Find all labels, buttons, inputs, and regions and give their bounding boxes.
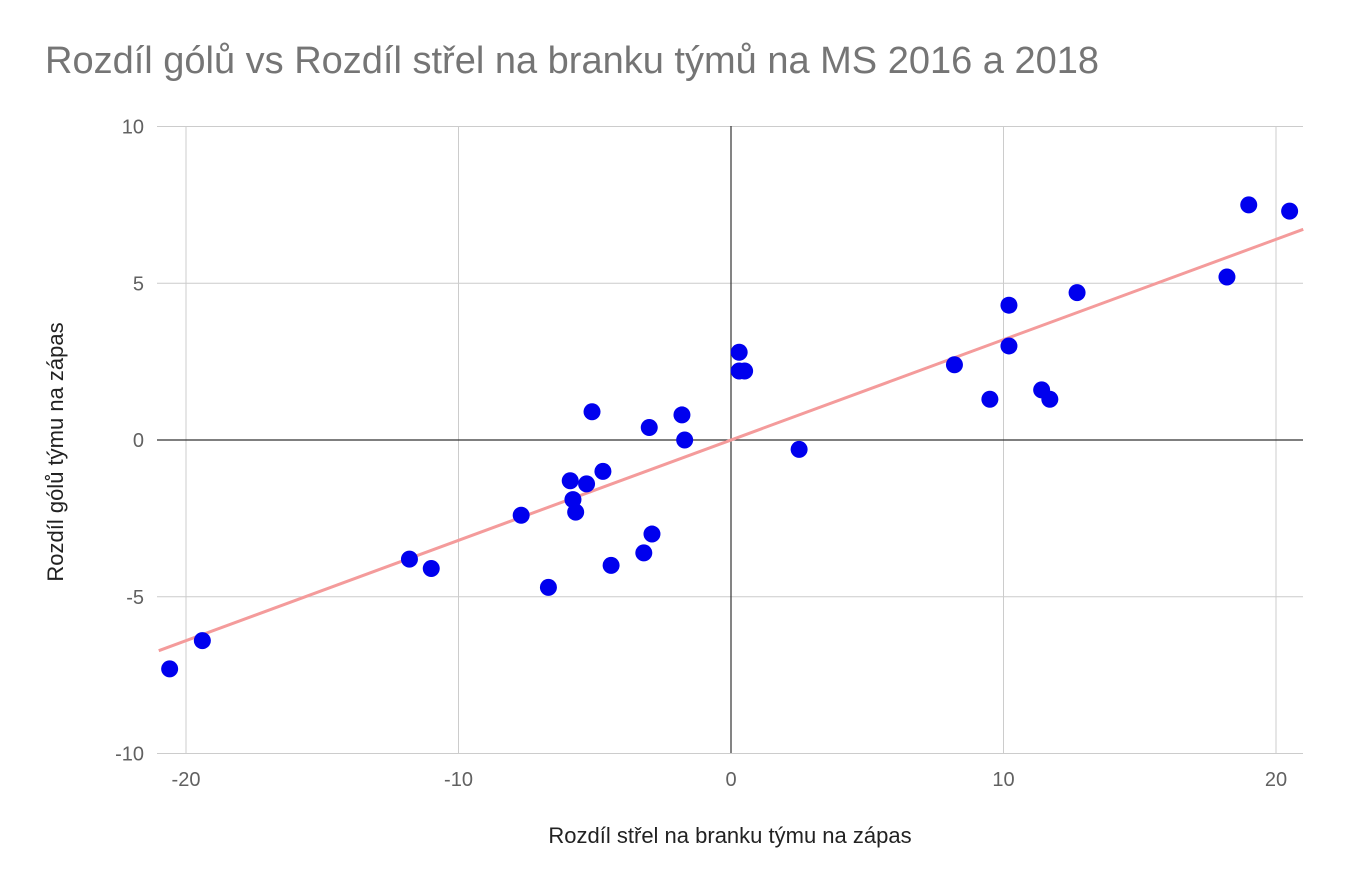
data-point (193, 632, 211, 650)
data-point (1281, 202, 1299, 220)
data-point (512, 506, 530, 524)
data-point (602, 556, 620, 574)
y-tick-label: 10 (122, 117, 144, 139)
y-axis-label: Rozdíl gólů týmu na zápas (43, 322, 68, 582)
data-point (1218, 268, 1236, 286)
data-point (1041, 390, 1059, 408)
data-point (673, 406, 691, 424)
x-tick-label: 10 (992, 769, 1014, 791)
chart-title: Rozdíl gólů vs Rozdíl střel na branku tý… (45, 40, 1100, 82)
data-point (400, 550, 418, 568)
data-point (981, 390, 999, 408)
trendline (158, 227, 1304, 653)
data-point (422, 560, 440, 578)
data-point (1240, 196, 1258, 214)
data-point (730, 343, 748, 361)
data-point (790, 440, 808, 458)
y-tick-label: 0 (133, 430, 144, 452)
data-point (1068, 284, 1086, 302)
data-point (161, 660, 179, 678)
data-point (583, 403, 601, 421)
data-point (594, 462, 612, 480)
data-point (736, 362, 754, 380)
x-tick-label: -20 (172, 769, 201, 791)
y-tick-label: -10 (115, 744, 144, 766)
data-point (640, 418, 658, 436)
x-tick-label: 0 (725, 769, 736, 791)
data-point (539, 578, 557, 596)
x-tick-label: -10 (444, 769, 473, 791)
data-point (945, 356, 963, 374)
data-point (561, 472, 579, 490)
data-point (643, 525, 661, 543)
y-tick-label: -5 (126, 587, 144, 609)
data-point (1000, 337, 1018, 355)
data-point (1000, 296, 1018, 314)
y-tick-label: 5 (133, 273, 144, 295)
x-axis-label: Rozdíl střel na branku týmu na zápas (548, 823, 912, 848)
data-point (567, 503, 585, 521)
x-tick-label: 20 (1265, 769, 1287, 791)
data-point (635, 544, 653, 562)
data-point (578, 475, 596, 493)
data-point (676, 431, 694, 449)
